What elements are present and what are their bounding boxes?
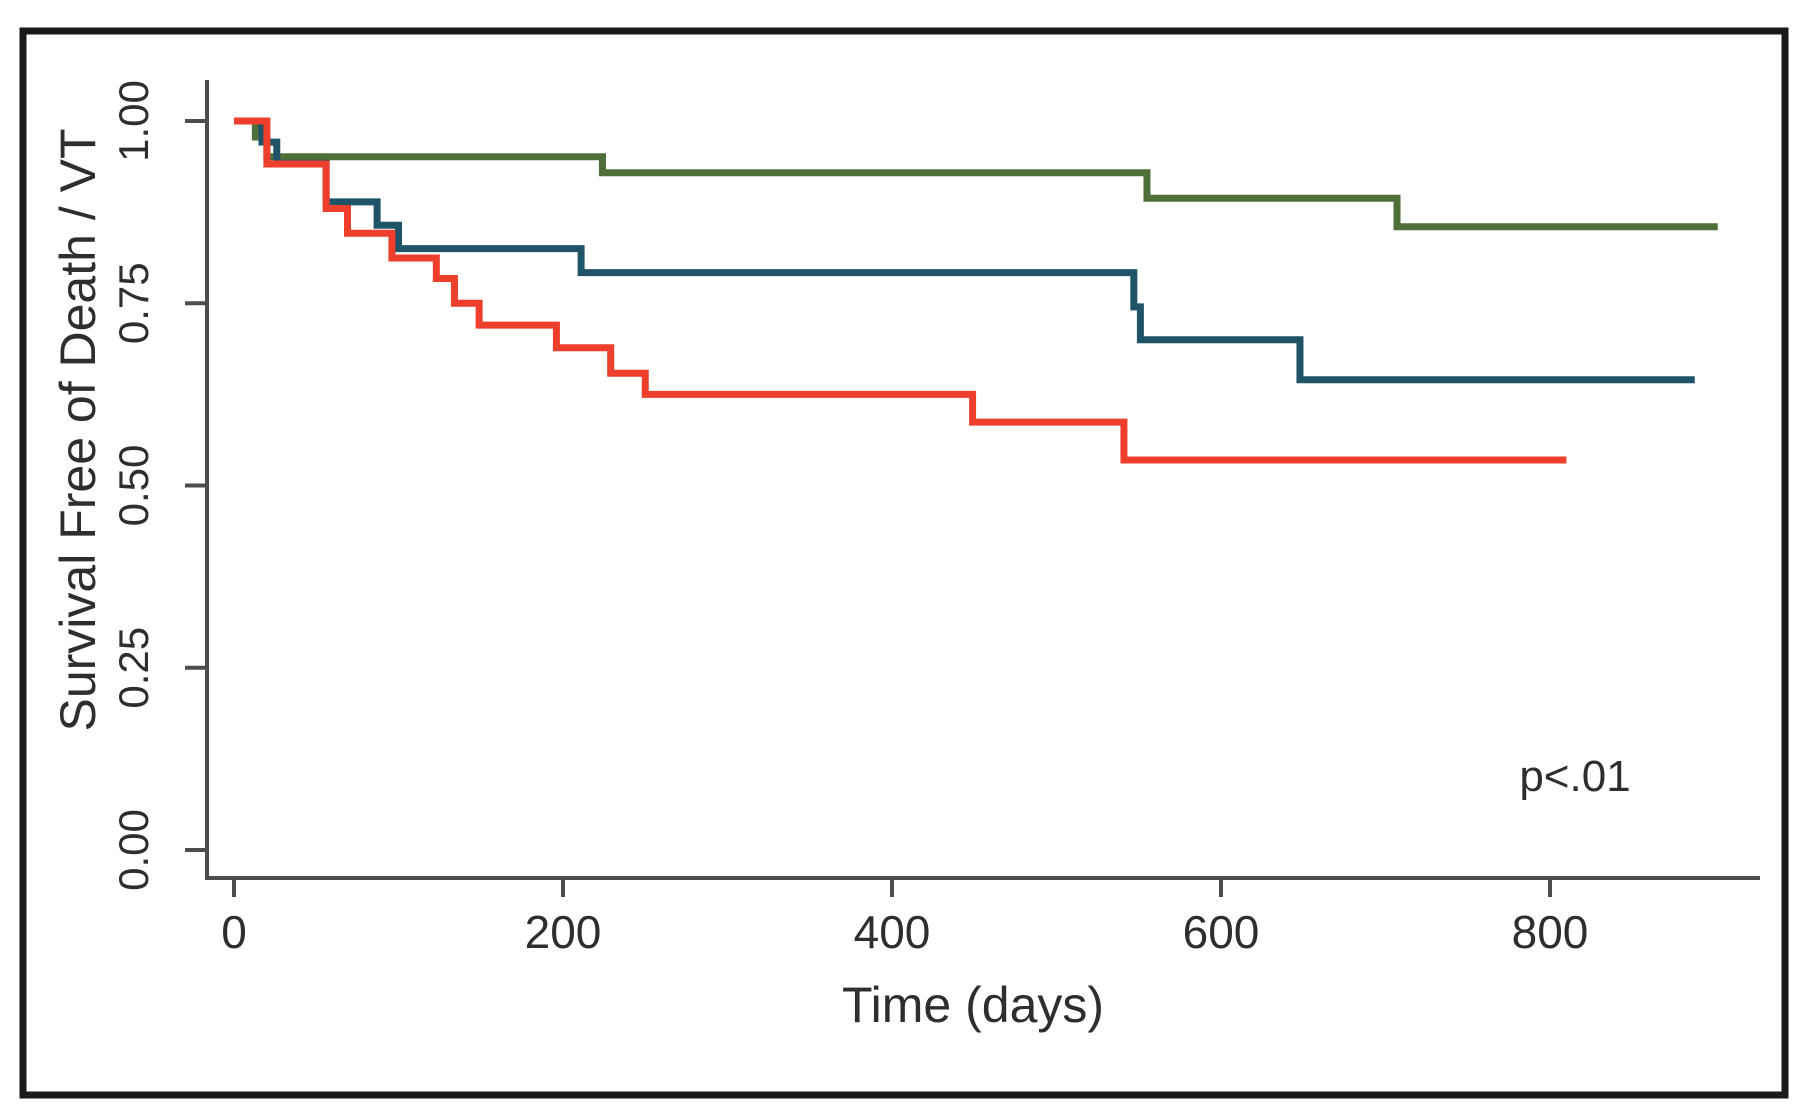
series-lines bbox=[234, 117, 1718, 464]
x-tick-label: 600 bbox=[1183, 906, 1260, 958]
y-tick-label: 0.75 bbox=[110, 262, 157, 344]
y-tick-label: 1.00 bbox=[110, 80, 157, 162]
figure-border bbox=[19, 27, 1789, 1099]
x-tick-label: 0 bbox=[221, 906, 247, 958]
x-axis-title: Time (days) bbox=[842, 977, 1104, 1033]
x-tick-label: 800 bbox=[1512, 906, 1589, 958]
y-tick-label: 0.00 bbox=[110, 809, 157, 891]
x-tick-label: 200 bbox=[525, 906, 602, 958]
y-axis-title: Survival Free of Death / VT bbox=[50, 128, 106, 731]
y-tick-label: 0.25 bbox=[110, 627, 157, 709]
series-line-group-green-upper bbox=[234, 117, 1718, 231]
series-line-group-red-lower bbox=[234, 117, 1567, 464]
series-line-group-blue-middle bbox=[234, 117, 1695, 384]
x-tick-label: 400 bbox=[854, 906, 931, 958]
p-value-annotation: p<.01 bbox=[1519, 752, 1630, 801]
axis-ticks: 0 200 400 600 800 0.00 0.25 0.50 0.75 1.00 bbox=[110, 80, 1588, 958]
y-tick-label: 0.50 bbox=[110, 445, 157, 527]
